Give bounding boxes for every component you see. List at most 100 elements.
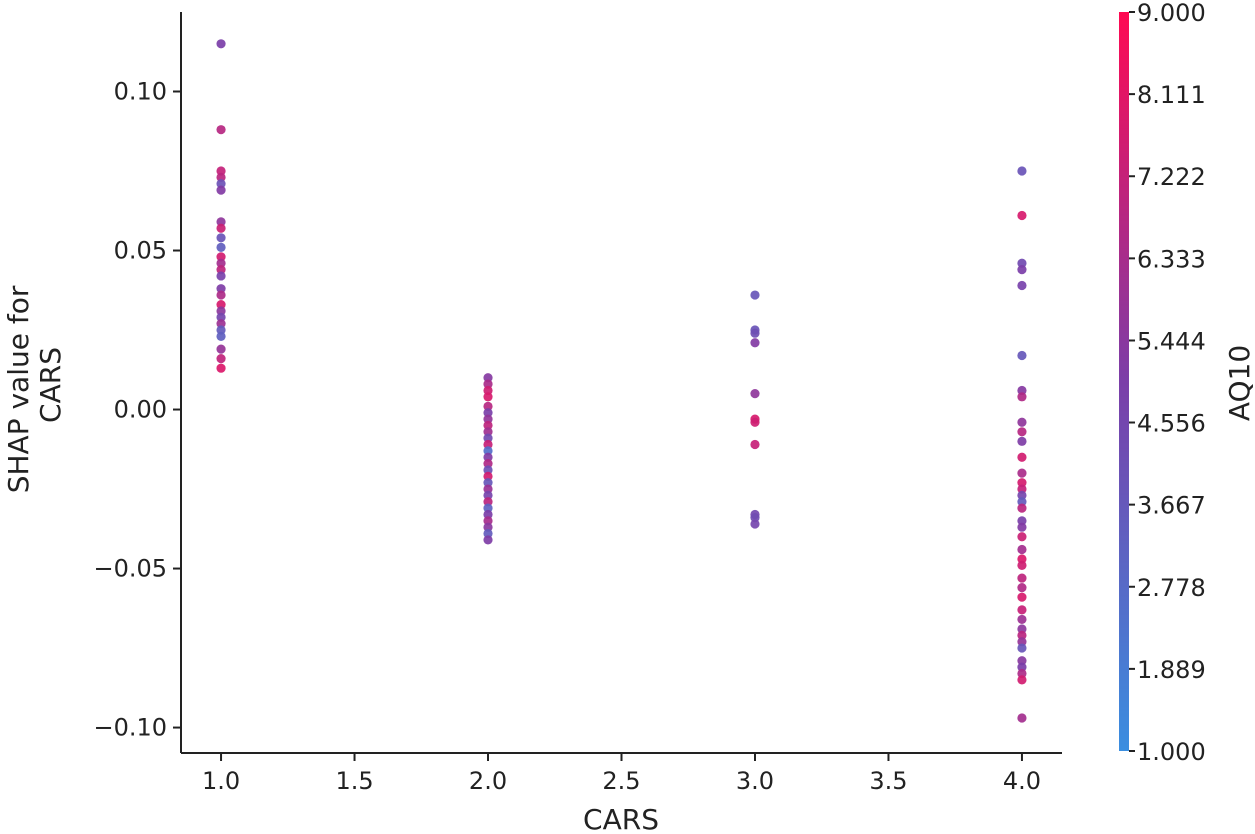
scatter-point (1017, 605, 1027, 615)
scatter-point (483, 420, 493, 431)
scatter-point (483, 484, 493, 494)
scatter-point (1017, 637, 1027, 647)
scatter-point (750, 513, 760, 523)
scatter-points (216, 39, 1027, 723)
scatter-point (1017, 675, 1027, 685)
scatter-point (1017, 662, 1027, 672)
scatter-point (216, 354, 226, 364)
scatter-point (1017, 713, 1027, 723)
x-ticks: 1.0 1.5 2.0 2.5 3.0 3.5 4.0 (202, 753, 1041, 795)
scatter-point (1017, 210, 1027, 221)
scatter-point (483, 465, 493, 475)
colorbar-tick-label: 3.667 (1137, 492, 1206, 520)
scatter-point (216, 290, 226, 300)
scatter-point (216, 331, 226, 341)
colorbar-label: AQ10 (1223, 345, 1255, 421)
colorbar-tick-label: 1.889 (1137, 656, 1206, 684)
scatter-point (483, 414, 493, 424)
scatter-point (216, 172, 226, 182)
scatter-point (1017, 544, 1027, 555)
scatter-point (483, 392, 493, 402)
scatter-point (1017, 668, 1027, 679)
scatter-point (216, 166, 226, 176)
scatter-point (750, 519, 760, 529)
scatter-point (216, 271, 226, 281)
colorbar-tick-label: 2.778 (1137, 574, 1206, 602)
scatter-point (216, 185, 226, 195)
scatter-point (483, 458, 493, 469)
scatter-point (1017, 614, 1027, 625)
scatter-point (483, 522, 493, 532)
colorbar-tick-label: 7.222 (1137, 163, 1206, 191)
scatter-point (483, 446, 493, 456)
x-tick-label: 1.5 (335, 767, 373, 795)
scatter-point (1017, 385, 1027, 396)
scatter-point (1017, 484, 1027, 494)
y-tick-label: 0.00 (114, 396, 167, 424)
scatter-point (483, 516, 493, 526)
scatter-point (1017, 478, 1027, 488)
x-tick-label: 2.0 (469, 767, 507, 795)
scatter-point (483, 471, 493, 481)
scatter-point (1017, 532, 1027, 542)
scatter-point (1017, 503, 1027, 513)
x-tick-label: 2.5 (602, 767, 640, 795)
scatter-point (1017, 643, 1027, 653)
scatter-point (1017, 427, 1027, 437)
scatter-point (1017, 468, 1027, 478)
scatter-point (483, 528, 493, 539)
scatter-point (483, 427, 493, 437)
scatter-point (1017, 166, 1027, 176)
scatter-point (1017, 258, 1027, 268)
colorbar-tick-label: 1.000 (1137, 738, 1206, 766)
colorbar-tick-label: 9.000 (1137, 0, 1206, 27)
scatter-point (483, 503, 493, 513)
x-axis-label: CARS (583, 803, 659, 834)
scatter-point (1017, 436, 1027, 446)
scatter-point (216, 125, 226, 135)
colorbar-tick-label: 4.556 (1137, 410, 1206, 438)
scatter-point (216, 258, 226, 268)
scatter-point (216, 242, 226, 252)
y-axis-label: SHAP value for CARS (2, 277, 67, 494)
scatter-point (1017, 630, 1027, 640)
scatter-point (483, 408, 493, 418)
scatter-point (1017, 522, 1027, 532)
x-tick-label: 3.0 (736, 767, 774, 795)
scatter-point (1017, 280, 1027, 291)
scatter-point (483, 439, 493, 450)
scatter-point (483, 433, 493, 443)
colorbar-tick-label: 5.444 (1137, 327, 1206, 355)
x-tick-label: 3.5 (869, 767, 907, 795)
scatter-point (216, 252, 226, 262)
scatter-point (216, 39, 226, 49)
scatter-point (216, 306, 226, 316)
scatter-point (483, 452, 493, 462)
scatter-point (1017, 560, 1027, 570)
scatter-point (750, 389, 760, 399)
scatter-point (216, 233, 226, 243)
y-axis-label-line-2: CARS (34, 347, 67, 423)
scatter-point (216, 312, 226, 322)
colorbar-tick-label: 6.333 (1137, 245, 1206, 273)
colorbar-tick-label: 8.111 (1137, 81, 1206, 109)
scatter-point (216, 179, 226, 189)
y-tick-label: −0.05 (93, 555, 167, 583)
scatter-point (1017, 497, 1027, 507)
scatter-point (216, 284, 226, 294)
plot-axes (180, 12, 1062, 754)
y-axis-label-line-1: SHAP value for (2, 285, 35, 493)
x-tick-label: 4.0 (1003, 767, 1041, 795)
scatter-point (216, 223, 226, 233)
scatter-point (216, 363, 226, 373)
scatter-point (750, 417, 760, 427)
scatter-point (483, 401, 493, 411)
y-tick-label: −0.10 (93, 714, 167, 742)
scatter-point (483, 478, 493, 488)
scatter-point (750, 338, 760, 348)
scatter-point (1017, 583, 1027, 593)
scatter-point (1017, 592, 1027, 602)
scatter-point (216, 217, 226, 227)
scatter-point (1017, 624, 1027, 634)
scatter-point (216, 325, 226, 335)
